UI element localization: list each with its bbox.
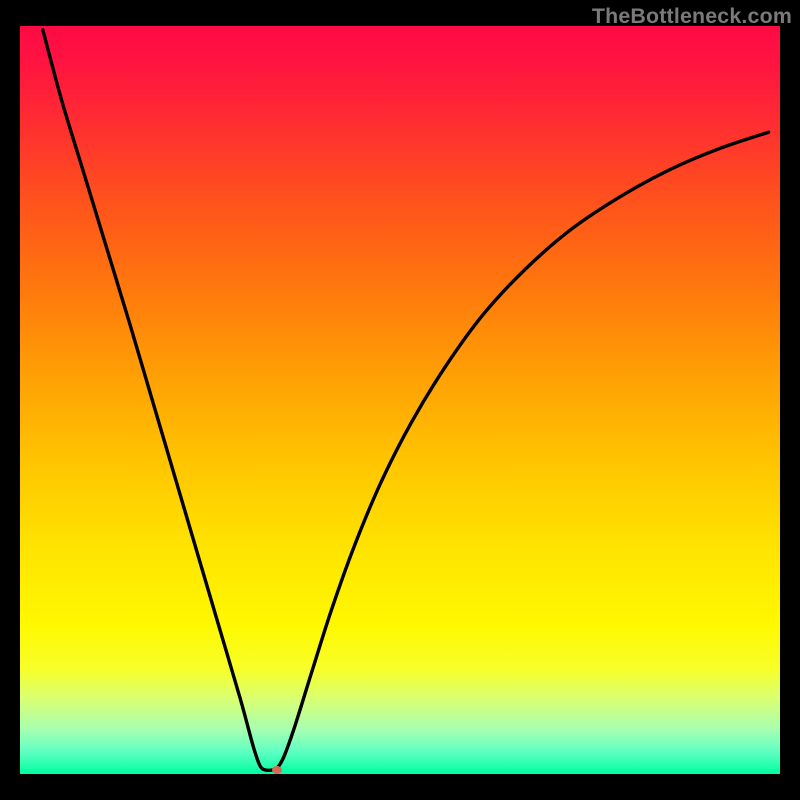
optimum-marker: [272, 766, 282, 774]
curve-layer: [20, 26, 780, 774]
watermark-text: TheBottleneck.com: [592, 4, 792, 29]
bottleneck-curve: [43, 30, 769, 771]
chart-canvas: TheBottleneck.com: [0, 0, 800, 800]
plot-area: [20, 26, 780, 774]
